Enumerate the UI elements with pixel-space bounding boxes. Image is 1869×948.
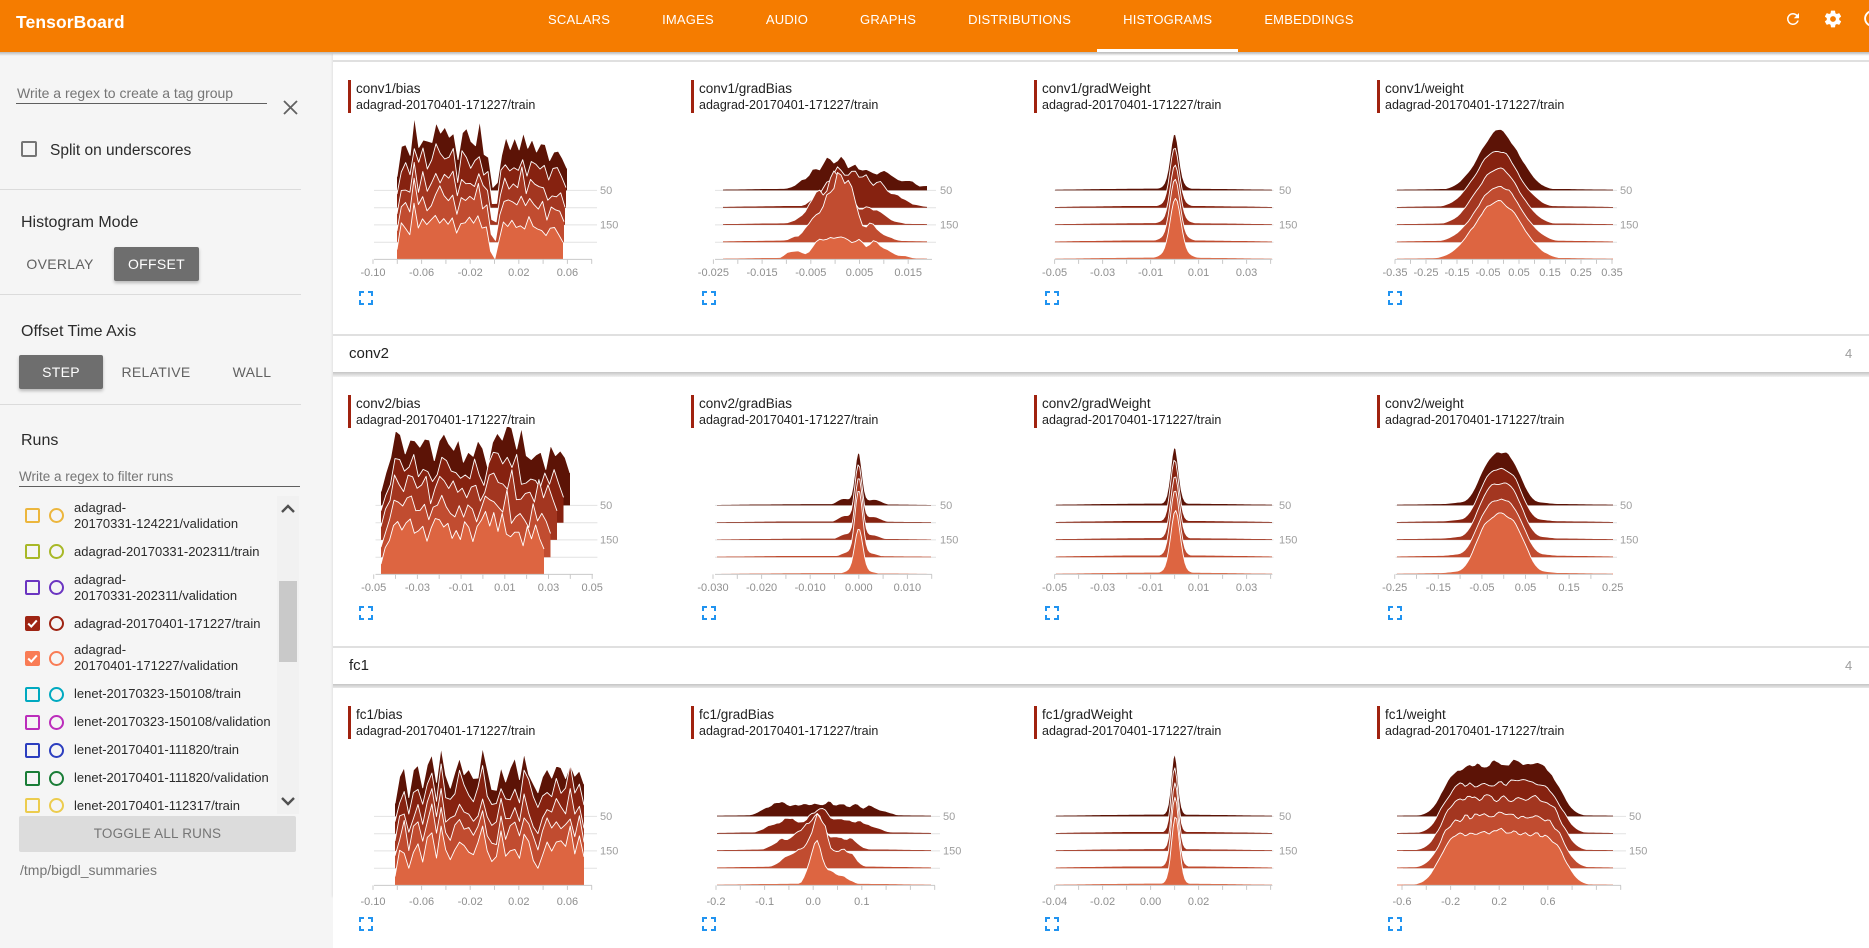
- svg-text:0.03: 0.03: [1236, 267, 1257, 279]
- svg-text:150: 150: [943, 845, 961, 857]
- svg-text:0.015: 0.015: [894, 267, 922, 279]
- svg-text:0.05: 0.05: [1515, 582, 1536, 594]
- svg-text:50: 50: [1620, 185, 1632, 197]
- svg-text:-0.06: -0.06: [409, 267, 434, 279]
- svg-text:50: 50: [1279, 500, 1291, 512]
- svg-text:-0.04: -0.04: [1042, 896, 1067, 908]
- svg-text:-0.02: -0.02: [1090, 896, 1115, 908]
- svg-text:150: 150: [600, 845, 618, 857]
- svg-text:150: 150: [940, 219, 958, 231]
- svg-text:0.06: 0.06: [557, 896, 578, 908]
- svg-text:150: 150: [1620, 219, 1638, 231]
- svg-text:0.06: 0.06: [557, 267, 578, 279]
- svg-text:0.000: 0.000: [845, 582, 873, 594]
- svg-text:0.15: 0.15: [1558, 582, 1579, 594]
- svg-text:-0.1: -0.1: [755, 896, 774, 908]
- svg-text:-0.025: -0.025: [698, 267, 729, 279]
- svg-text:0.02: 0.02: [1188, 896, 1209, 908]
- svg-text:-0.15: -0.15: [1426, 582, 1451, 594]
- svg-text:0.05: 0.05: [581, 582, 602, 594]
- svg-text:0.00: 0.00: [1140, 896, 1161, 908]
- svg-text:0.0: 0.0: [806, 896, 821, 908]
- svg-text:0.6: 0.6: [1540, 896, 1555, 908]
- svg-text:-0.05: -0.05: [1042, 267, 1067, 279]
- svg-text:50: 50: [600, 811, 612, 823]
- svg-text:-0.35: -0.35: [1382, 267, 1407, 279]
- svg-text:0.2: 0.2: [1492, 896, 1507, 908]
- svg-text:-0.05: -0.05: [1042, 582, 1067, 594]
- svg-text:-0.10: -0.10: [360, 267, 385, 279]
- svg-text:-0.25: -0.25: [1382, 582, 1407, 594]
- svg-text:-0.010: -0.010: [795, 582, 826, 594]
- svg-text:0.03: 0.03: [1236, 582, 1257, 594]
- svg-text:150: 150: [1279, 845, 1297, 857]
- svg-text:-0.01: -0.01: [1138, 582, 1163, 594]
- svg-text:150: 150: [1629, 845, 1647, 857]
- svg-text:-0.06: -0.06: [409, 896, 434, 908]
- svg-text:150: 150: [600, 219, 618, 231]
- svg-text:-0.02: -0.02: [458, 896, 483, 908]
- svg-text:-0.030: -0.030: [697, 582, 728, 594]
- svg-text:-0.05: -0.05: [1475, 267, 1500, 279]
- svg-text:-0.005: -0.005: [795, 267, 826, 279]
- svg-text:0.1: 0.1: [854, 896, 869, 908]
- svg-text:150: 150: [1279, 219, 1297, 231]
- svg-text:-0.6: -0.6: [1393, 896, 1412, 908]
- svg-text:0.35: 0.35: [1601, 267, 1622, 279]
- svg-text:-0.03: -0.03: [405, 582, 430, 594]
- svg-text:-0.05: -0.05: [1469, 582, 1494, 594]
- svg-text:0.05: 0.05: [1508, 267, 1529, 279]
- svg-text:50: 50: [940, 500, 952, 512]
- svg-text:-0.020: -0.020: [746, 582, 777, 594]
- svg-text:50: 50: [1620, 500, 1632, 512]
- svg-text:0.25: 0.25: [1570, 267, 1591, 279]
- svg-text:-0.03: -0.03: [1090, 582, 1115, 594]
- svg-text:-0.02: -0.02: [458, 267, 483, 279]
- svg-text:0.25: 0.25: [1602, 582, 1623, 594]
- svg-text:0.005: 0.005: [846, 267, 874, 279]
- svg-text:150: 150: [1620, 534, 1638, 546]
- svg-text:-0.015: -0.015: [746, 267, 777, 279]
- svg-text:0.02: 0.02: [508, 896, 529, 908]
- svg-text:-0.2: -0.2: [707, 896, 726, 908]
- svg-text:-0.01: -0.01: [449, 582, 474, 594]
- svg-text:-0.01: -0.01: [1138, 267, 1163, 279]
- svg-text:-0.15: -0.15: [1444, 267, 1469, 279]
- svg-text:0.01: 0.01: [494, 582, 515, 594]
- svg-text:150: 150: [1279, 534, 1297, 546]
- svg-text:0.01: 0.01: [1188, 267, 1209, 279]
- svg-text:50: 50: [940, 185, 952, 197]
- svg-text:-0.10: -0.10: [360, 896, 385, 908]
- svg-text:50: 50: [1279, 811, 1291, 823]
- svg-text:-0.2: -0.2: [1441, 896, 1460, 908]
- svg-text:50: 50: [600, 185, 612, 197]
- svg-text:0.010: 0.010: [894, 582, 922, 594]
- svg-text:150: 150: [940, 534, 958, 546]
- svg-text:-0.05: -0.05: [361, 582, 386, 594]
- svg-text:50: 50: [1629, 811, 1641, 823]
- svg-text:50: 50: [1279, 185, 1291, 197]
- svg-text:0.03: 0.03: [538, 582, 559, 594]
- svg-text:0.01: 0.01: [1188, 582, 1209, 594]
- svg-text:-0.03: -0.03: [1090, 267, 1115, 279]
- svg-text:50: 50: [943, 811, 955, 823]
- svg-text:50: 50: [600, 500, 612, 512]
- svg-text:150: 150: [600, 534, 618, 546]
- svg-text:0.02: 0.02: [508, 267, 529, 279]
- svg-text:0.15: 0.15: [1539, 267, 1560, 279]
- svg-text:-0.25: -0.25: [1413, 267, 1438, 279]
